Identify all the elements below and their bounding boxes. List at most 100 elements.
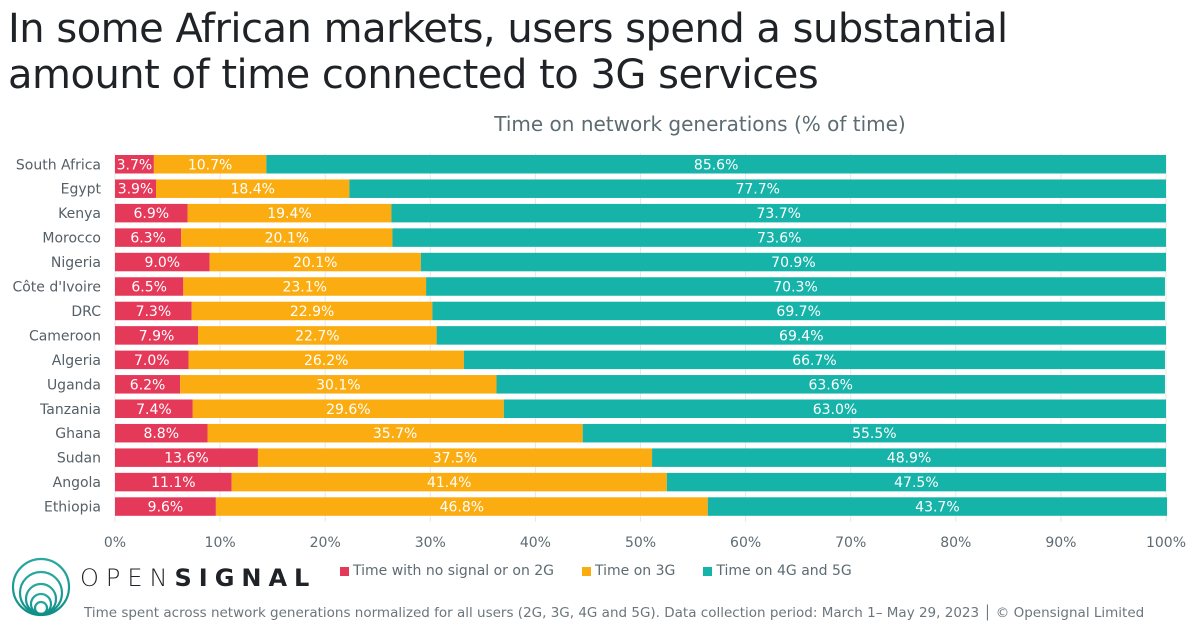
data-label: 22.7% xyxy=(295,328,339,344)
category-label: Tanzania xyxy=(39,402,101,418)
data-label: 7.0% xyxy=(134,353,170,369)
legend-label-4g5g: Time on 4G and 5G xyxy=(716,563,852,579)
wordmark-light: OPEN xyxy=(80,564,175,592)
bar-segment xyxy=(115,375,181,394)
bar-segment xyxy=(582,423,1166,443)
x-tick-label: 20% xyxy=(310,535,341,551)
data-label: 29.6% xyxy=(326,402,370,418)
data-label: 7.3% xyxy=(136,304,172,320)
bar-segment xyxy=(115,277,184,296)
data-label: 8.8% xyxy=(143,426,179,442)
title-line-1: In some African markets, users spend a s… xyxy=(8,6,1008,52)
category-label: Cameroon xyxy=(29,328,101,344)
category-label: Morocco xyxy=(42,231,101,247)
footnote: Time spent across network generations no… xyxy=(84,605,1145,621)
bar-segment xyxy=(153,155,267,174)
bar-segment xyxy=(115,203,188,223)
category-label: Côte d'Ivoire xyxy=(12,280,101,296)
bar-segment xyxy=(115,497,216,516)
bar-segment xyxy=(115,252,210,272)
legend-item-2g: Time with no signal or on 2G xyxy=(340,563,554,579)
legend-label-3g: Time on 3G xyxy=(595,563,676,579)
category-label: Angola xyxy=(53,475,101,491)
bar-segment xyxy=(181,228,393,247)
chart-legend: Time with no signal or on 2G Time on 3G … xyxy=(340,563,852,579)
stacked-bar-chart: 3.7% 10.7% 85.6% 3.9% 18.4% 77.7% 6.9% 19.4% 73.… xyxy=(12,153,1186,551)
data-label: 47.5% xyxy=(894,475,938,491)
data-label: 69.7% xyxy=(776,304,820,320)
category-label: Nigeria xyxy=(51,255,101,271)
bar-segment xyxy=(463,350,1165,370)
chart-subtitle: Time on network generations (% of time) xyxy=(494,112,906,136)
data-label: 46.8% xyxy=(440,500,484,516)
opensignal-wordmark: OPENSIGNAL xyxy=(80,564,316,592)
data-label: 70.3% xyxy=(773,280,817,296)
data-label: 85.6% xyxy=(694,157,738,173)
x-tick-label: 100% xyxy=(1146,535,1186,551)
data-label: 48.9% xyxy=(887,451,931,467)
data-label: 63.0% xyxy=(813,402,857,418)
bar-segment xyxy=(180,375,497,394)
bar-segment xyxy=(187,203,392,223)
data-label: 9.6% xyxy=(148,500,184,516)
x-tick-label: 70% xyxy=(835,535,866,551)
x-axis-ticks: 0% 10% 20% 30% 40% 50% 60% 70% 80% 90% 100% xyxy=(104,535,1186,551)
x-tick-label: 40% xyxy=(520,535,551,551)
data-label: 77.7% xyxy=(735,182,779,198)
data-label: 66.7% xyxy=(792,353,836,369)
bar-segment xyxy=(231,472,667,492)
legend-swatch-2g xyxy=(340,566,349,576)
bar-segment xyxy=(391,203,1167,223)
data-label: 73.6% xyxy=(757,231,801,247)
data-label: 35.7% xyxy=(373,426,417,442)
category-label: South Africa xyxy=(16,157,101,173)
legend-item-4g5g: Time on 4G and 5G xyxy=(703,563,852,579)
data-label: 13.6% xyxy=(164,451,208,467)
data-label: 22.9% xyxy=(290,304,334,320)
category-label: Algeria xyxy=(52,353,101,369)
data-label: 69.4% xyxy=(779,328,823,344)
bar-segment xyxy=(503,399,1166,418)
bar-segment xyxy=(115,350,189,370)
data-label: 18.4% xyxy=(230,182,274,198)
bar-segment xyxy=(707,497,1168,516)
data-label: 6.2% xyxy=(130,377,166,393)
category-label: Sudan xyxy=(57,451,101,467)
data-label: 55.5% xyxy=(852,426,896,442)
category-label: DRC xyxy=(71,304,101,320)
bar-segment xyxy=(115,423,208,443)
x-tick-label: 80% xyxy=(940,535,971,551)
data-label: 73.7% xyxy=(756,206,800,222)
bar-segment xyxy=(420,252,1166,272)
data-label: 9.0% xyxy=(145,255,181,271)
data-label: 23.1% xyxy=(282,280,326,296)
category-label: Ethiopia xyxy=(44,500,101,516)
bar-segment xyxy=(191,301,433,321)
bar-segment xyxy=(115,326,199,345)
legend-item-3g: Time on 3G xyxy=(582,563,675,579)
bar-segment xyxy=(666,472,1166,492)
bar-segment xyxy=(115,179,156,198)
bars: 3.7% 10.7% 85.6% 3.9% 18.4% 77.7% 6.9% 19.4% 73.… xyxy=(115,155,1168,516)
bar-segment xyxy=(155,179,350,198)
data-label: 70.9% xyxy=(771,255,815,271)
bar-segment xyxy=(115,155,154,174)
bar-segment xyxy=(198,326,437,345)
bar-segment xyxy=(115,301,192,321)
legend-label-2g: Time with no signal or on 2G xyxy=(353,563,555,579)
data-label: 20.1% xyxy=(293,255,337,271)
bar-segment xyxy=(188,350,464,370)
bar-segment xyxy=(426,277,1165,296)
data-label: 6.3% xyxy=(130,231,166,247)
chart-title: In some African markets, users spend a s… xyxy=(8,6,1008,98)
data-label: 63.6% xyxy=(808,377,852,393)
bar-segment xyxy=(115,228,182,247)
data-label: 43.7% xyxy=(915,500,959,516)
x-tick-label: 90% xyxy=(1045,535,1076,551)
data-label: 6.9% xyxy=(133,206,169,222)
wordmark-bold: SIGNAL xyxy=(174,564,317,592)
bar-segment xyxy=(183,277,427,296)
x-tick-label: 60% xyxy=(730,535,761,551)
data-label: 37.5% xyxy=(433,451,477,467)
bar-segment xyxy=(432,301,1165,321)
